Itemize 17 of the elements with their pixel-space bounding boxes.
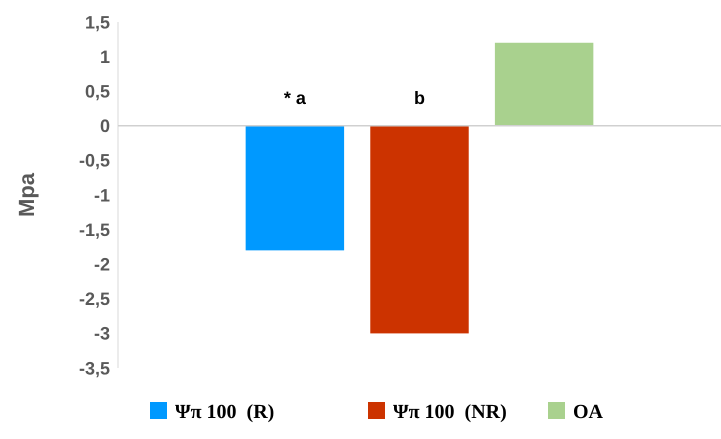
y-tick-label: 0,5 xyxy=(84,82,110,102)
y-axis-title: Mpa xyxy=(14,172,39,217)
y-tick-label: -2 xyxy=(94,254,110,274)
annotation: * a xyxy=(284,88,307,108)
y-tick-label: 1,5 xyxy=(84,12,110,32)
annotation: b xyxy=(414,88,425,108)
y-tick-label: -1 xyxy=(94,185,110,206)
y-tick-label: 0 xyxy=(100,116,110,136)
y-tick-label: -1,5 xyxy=(78,220,110,240)
legend-label: OA xyxy=(573,401,604,423)
legend-label: Ψπ 100 (R) xyxy=(175,401,274,423)
y-tick-label: -3,5 xyxy=(78,358,110,378)
y-tick-label: -2,5 xyxy=(78,289,110,310)
y-tick-label: 1 xyxy=(100,46,110,67)
legend-label: Ψπ 100 (NR) xyxy=(393,401,507,423)
y-tick-label: -3 xyxy=(94,324,110,344)
y-tick-label: -0,5 xyxy=(78,150,110,171)
